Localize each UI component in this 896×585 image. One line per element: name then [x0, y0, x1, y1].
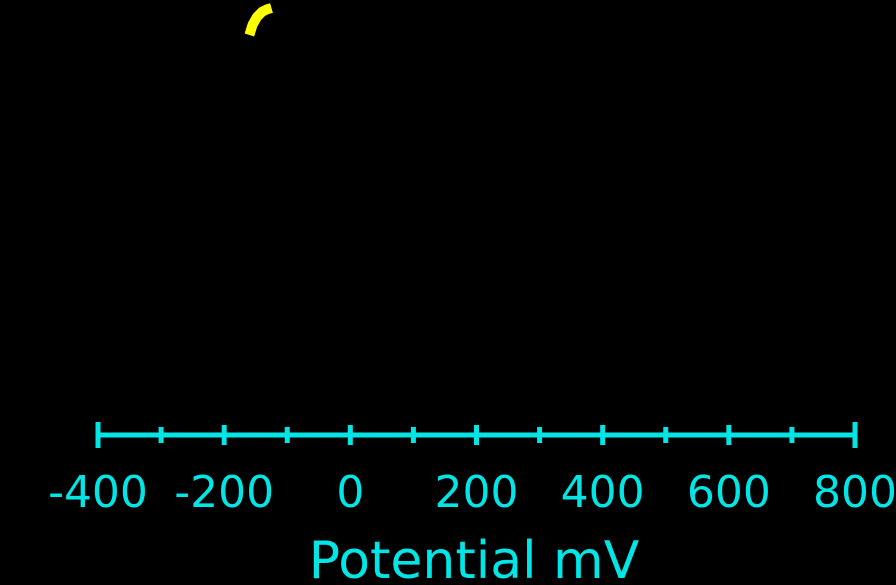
x-axis-title: Potential mV — [309, 531, 640, 585]
x-axis-ticks — [95, 422, 858, 448]
x-tick-label: 400 — [561, 467, 645, 518]
x-tick-label: 0 — [336, 467, 364, 518]
x-tick-label: 200 — [435, 467, 519, 518]
data-series — [244, 3, 273, 37]
x-axis-tick-labels: -400 -200 0 200 400 600 800 — [48, 467, 896, 518]
series-trace — [244, 3, 273, 37]
x-tick-label: 600 — [687, 467, 771, 518]
x-tick-label: -200 — [174, 467, 274, 518]
x-tick-label: 800 — [813, 467, 896, 518]
x-tick-label: -400 — [48, 467, 148, 518]
